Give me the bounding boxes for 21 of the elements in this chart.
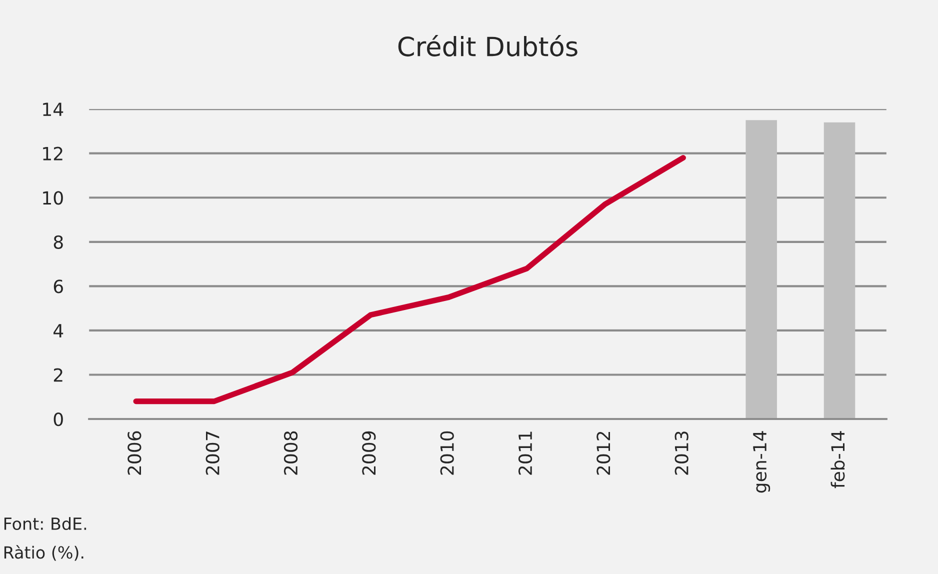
y-tick-label: 8: [54, 235, 63, 250]
x-tick-label: 2009: [362, 431, 376, 475]
text: Ràtio (%).: [4, 545, 84, 561]
x-tick-label: 2007: [206, 432, 220, 475]
y-tick-label: 0: [54, 412, 63, 426]
x-tick-label: 2012: [596, 432, 610, 475]
y-tick-label: 2: [54, 368, 62, 382]
x-tick-label: 2010: [440, 431, 454, 475]
chart-title: Crédit Dubtós: [398, 34, 578, 56]
y-tick-label: 4: [54, 324, 64, 338]
y-tick-label: 12: [43, 146, 62, 160]
x-tick-label: 2013: [674, 432, 688, 475]
text: Font: BdE.: [4, 517, 86, 530]
x-tick-label: gen-14: [753, 431, 770, 493]
y-tick-label: 6: [54, 280, 63, 294]
y-tick-label: 10: [43, 191, 63, 205]
y-tick-label: 14: [43, 102, 64, 116]
x-tick-label: feb-14: [830, 431, 845, 488]
x-tick-label: 2006: [128, 431, 142, 475]
x-tick-label: 2008: [284, 431, 298, 475]
x-tick-label: 2011: [518, 432, 532, 475]
